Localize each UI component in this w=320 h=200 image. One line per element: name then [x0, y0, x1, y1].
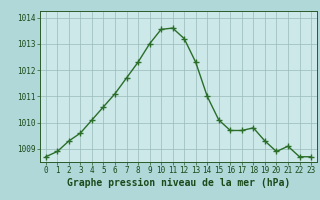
- X-axis label: Graphe pression niveau de la mer (hPa): Graphe pression niveau de la mer (hPa): [67, 178, 290, 188]
